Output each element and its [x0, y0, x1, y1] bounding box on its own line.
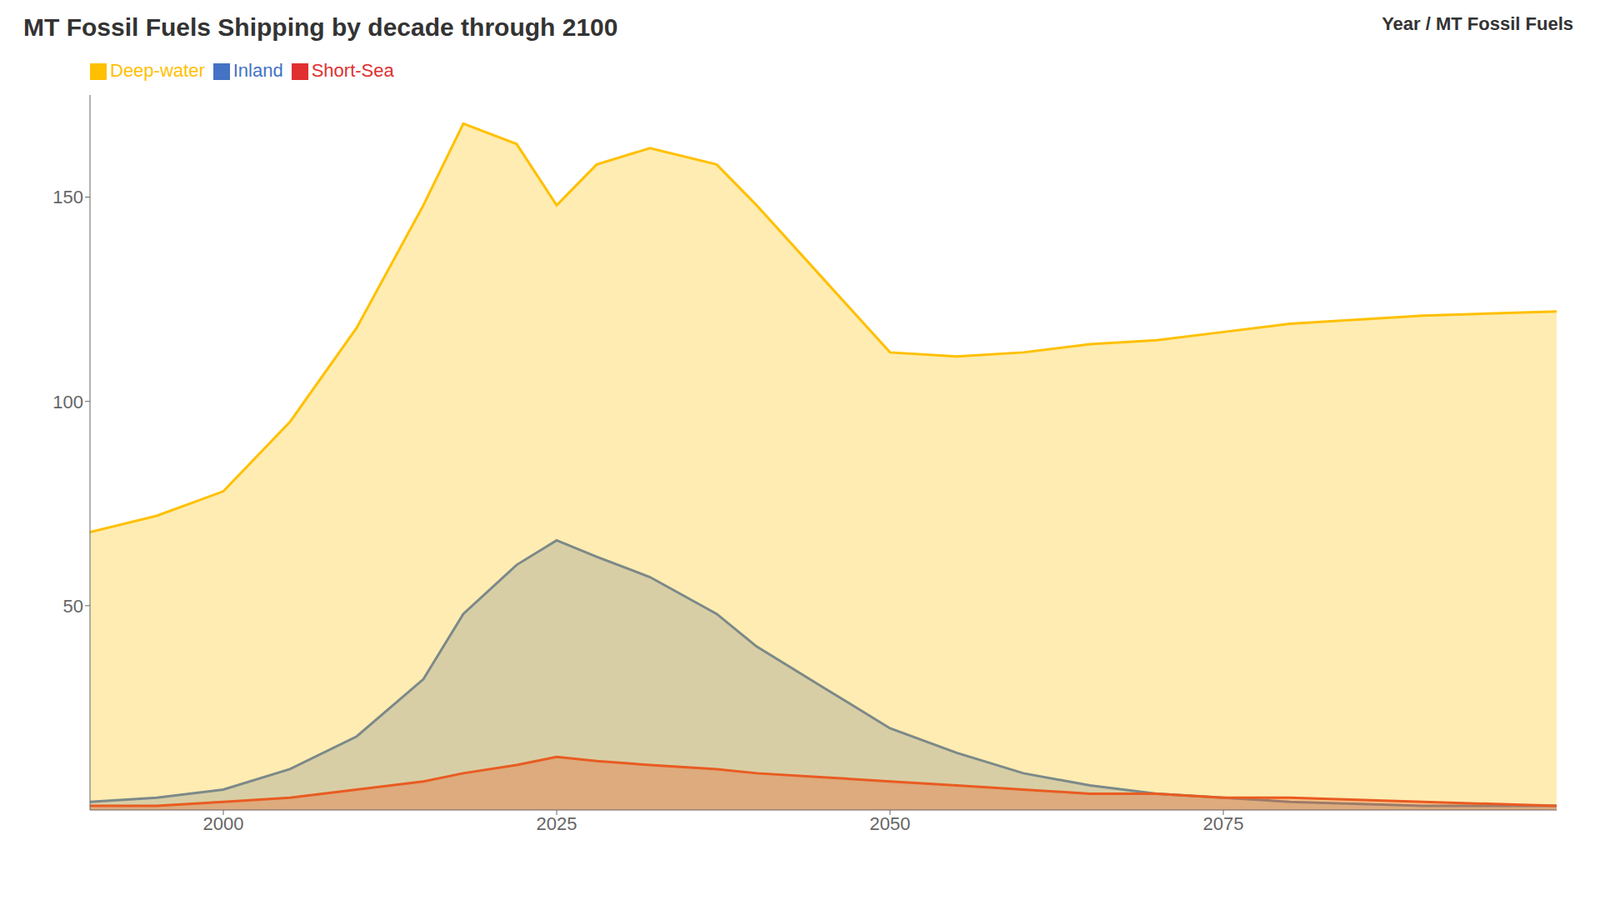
svg-text:2025: 2025 — [536, 813, 578, 835]
svg-text:2000: 2000 — [203, 813, 245, 835]
html-text:MT Fossil Fuels Shipping by de: MT Fossil Fuels Shipping by decade throu… — [23, 13, 618, 41]
svg-text:150: 150 — [52, 186, 84, 208]
html-text:Deep-water: Deep-water — [110, 60, 205, 81]
html-text:Year / MT Fossil Fuels: Year / MT Fossil Fuels — [1381, 13, 1574, 35]
svg-text:2050: 2050 — [870, 813, 911, 835]
svg-text:2075: 2075 — [1203, 813, 1245, 835]
svg-text:50: 50 — [63, 595, 84, 617]
html-text:Short-Sea: Short-Sea — [311, 60, 394, 81]
html-text:Inland: Inland — [233, 60, 284, 81]
svg-text:100: 100 — [52, 391, 84, 413]
